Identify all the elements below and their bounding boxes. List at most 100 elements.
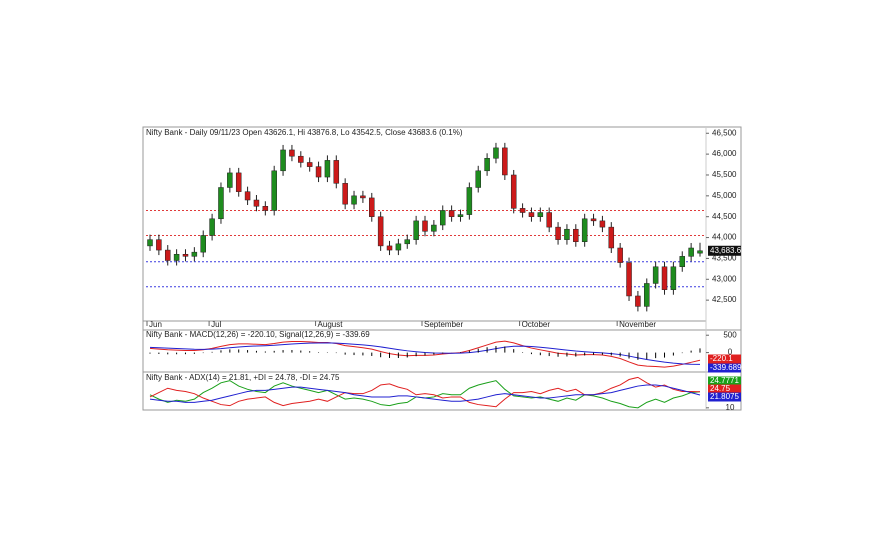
candle-body <box>537 212 544 217</box>
series-line <box>149 376 701 408</box>
candle-body <box>457 214 464 217</box>
candle-body <box>377 216 384 247</box>
chart-frame <box>142 126 742 411</box>
candle-body <box>147 239 153 247</box>
y-tick-label: 43,500 <box>712 254 737 263</box>
candle-body <box>431 224 437 232</box>
candle-body <box>466 187 473 215</box>
candle-body <box>439 210 446 226</box>
candle-body <box>590 218 597 222</box>
series-line <box>149 342 701 365</box>
x-tick-label: October <box>522 320 551 329</box>
last-price-box <box>708 245 741 256</box>
y-tick-label: 45,500 <box>712 170 737 179</box>
series-line <box>149 384 701 403</box>
y-tick-label: 0 <box>728 348 733 357</box>
x-tick-label: November <box>619 320 656 329</box>
candle-body <box>315 166 322 178</box>
candle-body <box>173 253 180 261</box>
candle-body <box>191 251 198 257</box>
value-label: 24.7771 <box>710 376 739 385</box>
value-label: -220.1 <box>710 354 733 363</box>
value-box <box>708 363 741 373</box>
candle-body <box>608 226 615 249</box>
candle-body <box>573 228 579 242</box>
candle-body <box>360 195 366 199</box>
y-tick-label: 44,000 <box>712 233 737 242</box>
x-tick-label: August <box>318 320 344 329</box>
candle-body <box>306 162 313 167</box>
candle-body <box>581 218 588 242</box>
candle-body <box>510 174 517 209</box>
last-price-label: 43,683.6 <box>710 246 742 255</box>
candle-body <box>209 218 215 236</box>
candle-body <box>342 183 348 205</box>
candle-body <box>688 247 694 257</box>
candle-body <box>546 212 552 228</box>
candle-body <box>200 235 206 253</box>
candle-body <box>661 266 668 290</box>
panel-title: Nifty Bank - MACD(12,26) = -220.10, Sign… <box>146 330 370 339</box>
candle-body <box>599 220 606 228</box>
candle-body <box>422 220 428 232</box>
candle-body <box>289 149 295 157</box>
value-box <box>708 354 741 364</box>
candle-body <box>244 191 251 201</box>
candle-body <box>271 170 277 211</box>
y-tick-label: 500 <box>723 330 737 339</box>
candle-body <box>413 220 419 240</box>
value-label: 21.8075 <box>710 392 739 401</box>
candle-body <box>448 210 455 217</box>
candle-body <box>164 249 171 261</box>
candle-body <box>182 253 189 257</box>
x-tick-label: September <box>424 320 463 329</box>
candle-body <box>528 212 535 217</box>
candle-body <box>519 208 526 213</box>
x-tick-label: Jul <box>211 320 221 329</box>
candle-body <box>635 295 641 307</box>
candle-body <box>484 158 490 172</box>
candle-body <box>262 206 269 211</box>
value-box <box>708 392 741 402</box>
candle-body <box>679 256 686 268</box>
y-tick-label: 10 <box>726 403 735 412</box>
value-box <box>708 384 741 394</box>
candle-body <box>617 247 623 263</box>
candle-body <box>697 250 703 254</box>
candle-body <box>626 262 632 297</box>
candle-body <box>493 147 499 159</box>
value-box <box>708 376 741 386</box>
candle-body <box>156 239 162 251</box>
candle-body <box>227 172 233 188</box>
chart-title: Nifty Bank - Daily 09/11/23 Open 43626.1… <box>146 128 463 137</box>
candle-body <box>235 172 242 192</box>
candle-body <box>644 283 650 307</box>
candle-body <box>395 243 402 251</box>
candle-body <box>670 266 677 290</box>
candle-body <box>502 147 508 176</box>
candle-body <box>333 160 340 184</box>
y-tick-label: 42,500 <box>712 295 737 304</box>
candle-body <box>369 197 375 217</box>
candle-body <box>351 195 357 205</box>
panel-title: Nifty Bank - ADX(14) = 21.81, +DI = 24.7… <box>146 373 340 382</box>
value-label: -339.689 <box>710 363 742 372</box>
candle-body <box>324 160 331 178</box>
candle-body <box>280 149 286 172</box>
y-tick-label: 46,000 <box>712 149 737 158</box>
x-tick-label: Jun <box>149 320 162 329</box>
candle-body <box>253 199 260 207</box>
y-tick-label: 43,000 <box>712 274 737 283</box>
value-label: 24.75 <box>710 384 731 393</box>
candle-body <box>218 187 224 220</box>
candle-body <box>475 170 481 188</box>
candle-body <box>652 266 659 284</box>
candle-body <box>298 155 304 163</box>
candle-body <box>386 245 393 251</box>
y-tick-label: 44,500 <box>712 212 737 221</box>
y-tick-label: 46,500 <box>712 128 737 137</box>
candle-body <box>564 228 570 240</box>
candle-body <box>555 226 561 240</box>
